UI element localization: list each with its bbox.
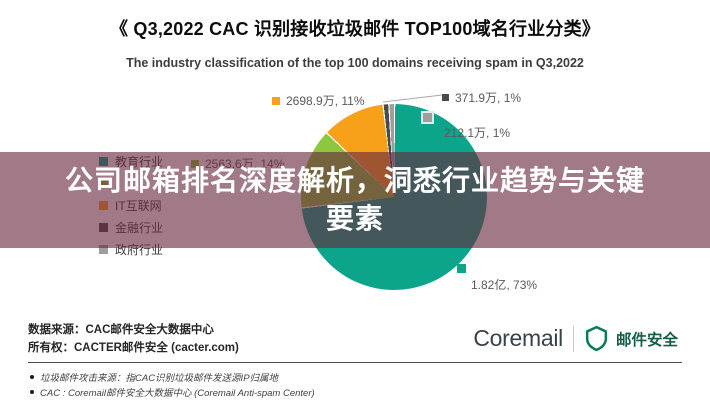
gray-square-marker-icon [423, 113, 432, 122]
data-label-text: 2698.9万, 11% [286, 94, 365, 108]
product-name-text: 邮件安全 [615, 331, 678, 349]
headline-line2: 要素 [325, 203, 384, 234]
data-label-finance: 371.9万, 1% [442, 89, 521, 106]
page-subtitle: The industry classification of the top 1… [126, 56, 584, 70]
logo-divider [572, 325, 574, 352]
dark-square-icon [442, 94, 449, 101]
footnote-1: 垃圾邮件攻击来源：指CAC识别垃圾邮件发送源IP归属地 [30, 370, 278, 384]
data-label-education: 1.82亿, 73% [471, 278, 538, 292]
orange-square-icon [272, 96, 280, 105]
ownership-text: 所有权：CACTER邮件安全 (cacter.com) [28, 342, 239, 354]
data-source-text: 数据来源：CAC邮件安全大数据中心 [28, 324, 214, 336]
headline-overlay-banner: 公司邮箱排名深度解析，洞悉行业趋势与关键 要素 [0, 152, 710, 248]
teal-square-icon [457, 264, 466, 273]
footnote-text: CAC : Coremail邮件安全大数据中心 (Coremail Anti-s… [40, 388, 315, 399]
bullet-icon [30, 375, 34, 379]
data-label-government: 212.1万, 1% [444, 126, 511, 140]
leader-line [382, 94, 443, 103]
shield-icon [585, 325, 608, 352]
coremail-logo: Coremail 邮件安全 [473, 325, 678, 352]
page-title: 《 Q3,2022 CAC 识别接收垃圾邮件 TOP100域名行业分类》 [110, 19, 600, 39]
footnote-text: 垃圾邮件攻击来源：指CAC识别垃圾邮件发送源IP归属地 [40, 373, 279, 384]
headline-line1: 公司邮箱排名深度解析，洞悉行业趋势与关键 [64, 165, 645, 196]
bullet-icon [30, 390, 34, 394]
coremail-brand-text: Coremail [473, 325, 563, 351]
data-label-text: 371.9万, 1% [455, 91, 522, 105]
gray-square-icon [99, 244, 108, 254]
data-label-it-internet: 2698.9万, 11% [272, 92, 365, 109]
footer-divider [28, 362, 682, 363]
footnote-2: CAC : Coremail邮件安全大数据中心 (Coremail Anti-s… [30, 385, 315, 399]
